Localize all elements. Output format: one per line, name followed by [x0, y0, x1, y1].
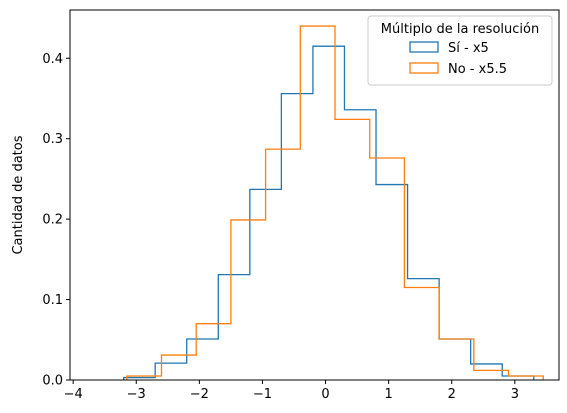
legend-entries: Sí - x5 No - x5.5	[409, 41, 507, 77]
legend-title: Múltiplo de la resolución	[381, 22, 539, 37]
x-tick-label: 1	[384, 387, 392, 402]
x-tick-label: 3	[511, 387, 519, 402]
histogram-series-2	[126, 25, 544, 380]
x-axis: −4 −3 −2 −1 0 1 2 3	[64, 380, 519, 402]
legend-swatch	[409, 62, 439, 74]
y-axis-label: Cantidad de datos	[11, 135, 26, 254]
plot-layer	[122, 25, 544, 380]
x-tick-label: −1	[253, 387, 272, 402]
legend-label: Sí - x5	[448, 41, 489, 56]
x-tick-label: −2	[190, 387, 209, 402]
legend: Múltiplo de la resolución Sí - x5 No - x5…	[367, 15, 553, 86]
legend-box	[367, 15, 553, 86]
legend-swatch	[409, 41, 439, 53]
x-tick-label: 2	[448, 387, 456, 402]
plot-frame	[69, 9, 560, 381]
x-tick-label: −4	[64, 387, 83, 402]
y-tick-label: 0.0	[42, 374, 63, 389]
histogram-series-1	[122, 45, 535, 380]
y-tick-label: 0.4	[42, 52, 63, 67]
y-axis: 0.0 0.1 0.2 0.3 0.4	[42, 52, 70, 389]
y-tick-label: 0.2	[42, 213, 63, 228]
x-tick-label: −3	[127, 387, 146, 402]
y-tick-label: 0.3	[42, 132, 63, 147]
y-tick-label: 0.1	[42, 293, 63, 308]
x-tick-label: 0	[321, 387, 329, 402]
legend-label: No - x5.5	[448, 62, 507, 77]
